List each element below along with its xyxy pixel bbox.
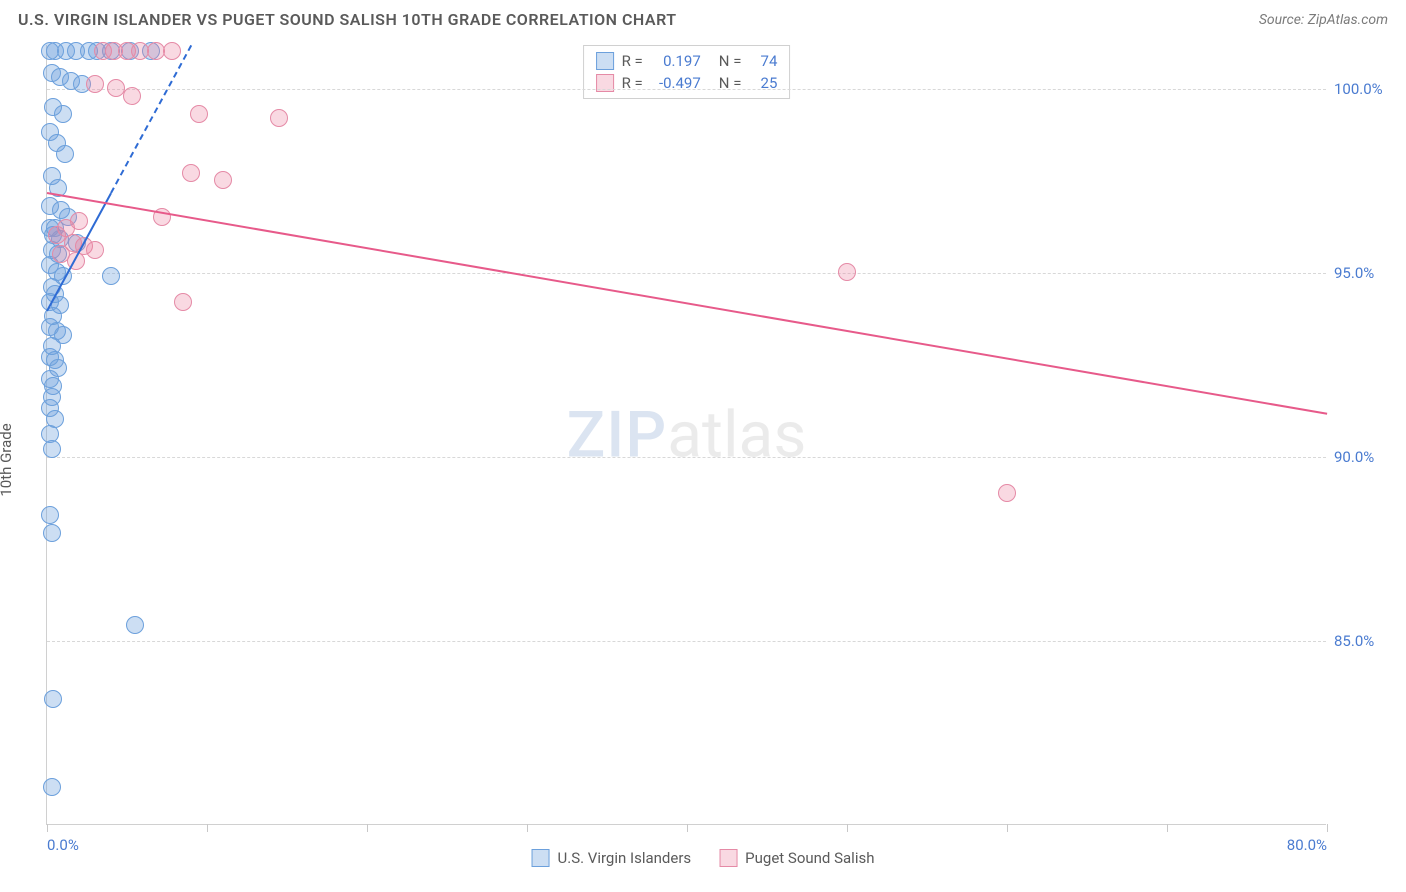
legend-label: U.S. Virgin Islanders [558,849,692,867]
legend-swatch [719,849,737,867]
y-tick-label: 90.0% [1334,448,1398,466]
x-tick-label: 0.0% [47,836,79,854]
series2-point [190,105,208,123]
x-tick [1007,824,1008,832]
series1-point [41,506,59,524]
series2-trendline [47,192,1327,415]
legend-item: U.S. Virgin Islanders [532,849,692,867]
legend-swatch [596,52,614,70]
series2-point [86,75,104,93]
series2-point [182,164,200,182]
x-tick [687,824,688,832]
series2-point [86,241,104,259]
y-axis-label: 10th Grade [0,423,15,496]
series2-point [123,87,141,105]
series2-point [174,293,192,311]
series2-point [214,171,232,189]
series1-point [56,145,74,163]
series1-point [54,105,72,123]
series2-point [998,484,1016,502]
series2-point [838,263,856,281]
x-tick [1327,824,1328,832]
x-tick [47,824,48,832]
series-legend: U.S. Virgin Islanders Puget Sound Salish [532,849,875,867]
series2-point [163,42,181,60]
y-tick-label: 85.0% [1334,632,1398,650]
gridline [47,89,1326,90]
x-tick [527,824,528,832]
source-label: Source: ZipAtlas.com [1259,12,1388,28]
stats-legend-row: R =0.197N =74 [596,50,778,72]
chart-title: U.S. VIRGIN ISLANDER VS PUGET SOUND SALI… [18,10,677,29]
x-tick [207,824,208,832]
stats-legend: R =0.197N =74R =-0.497N =25 [583,45,791,99]
x-tick [367,824,368,832]
legend-item: Puget Sound Salish [719,849,874,867]
legend-label: Puget Sound Salish [745,849,874,867]
series1-point [126,616,144,634]
stats-legend-row: R =-0.497N =25 [596,72,778,94]
x-tick [847,824,848,832]
series1-point [102,267,120,285]
series1-point [44,690,62,708]
x-tick [1167,824,1168,832]
y-tick-label: 100.0% [1334,80,1398,98]
plot-region: ZIPatlas R =0.197N =74R =-0.497N =25 85.… [46,45,1326,825]
series2-point [270,109,288,127]
gridline [47,273,1326,274]
series1-point [43,440,61,458]
watermark: ZIPatlas [567,397,807,472]
chart-area: 10th Grade ZIPatlas R =0.197N =74R =-0.4… [0,35,1406,885]
x-tick-label: 80.0% [1287,836,1327,854]
gridline [47,641,1326,642]
series1-trendline-dashed [110,46,192,194]
series1-point [43,524,61,542]
gridline [47,457,1326,458]
series1-point [43,778,61,796]
y-tick-label: 95.0% [1334,264,1398,282]
legend-swatch [532,849,550,867]
